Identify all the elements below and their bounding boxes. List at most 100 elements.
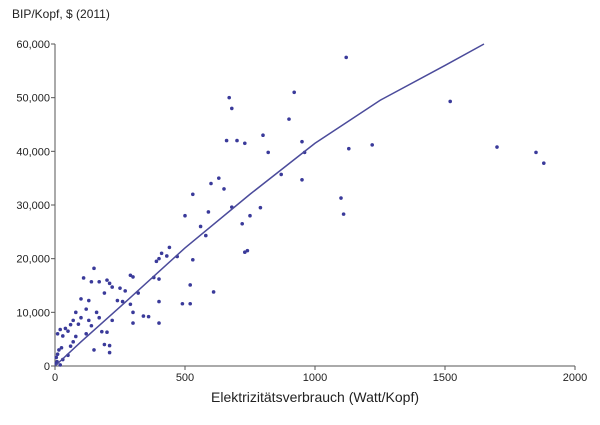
scatter-point bbox=[183, 213, 187, 218]
scatter-point bbox=[74, 310, 78, 315]
scatter-point bbox=[230, 106, 234, 111]
scatter-point bbox=[76, 322, 81, 326]
scatter-point bbox=[92, 266, 96, 271]
scatter-point bbox=[248, 213, 252, 218]
scatter-point bbox=[227, 95, 231, 100]
scatter-point bbox=[84, 332, 88, 336]
scatter-point bbox=[292, 90, 297, 95]
scatter-point bbox=[92, 348, 96, 352]
scatter-point bbox=[157, 256, 161, 261]
y-tick-label: 0 bbox=[44, 361, 50, 373]
scatter-point bbox=[157, 321, 161, 325]
scatter-point bbox=[217, 176, 221, 180]
y-axis-label: BIP/Kopf, $ (2011) bbox=[12, 7, 110, 21]
scatter-point bbox=[344, 55, 349, 60]
scatter-point bbox=[131, 275, 135, 279]
scatter-point bbox=[542, 161, 546, 165]
scatter-point bbox=[448, 99, 453, 104]
scatter-point bbox=[341, 212, 346, 216]
scatter-point bbox=[79, 315, 83, 320]
scatter-point bbox=[87, 318, 91, 323]
scatter-point bbox=[97, 315, 101, 320]
scatter-point bbox=[258, 205, 263, 210]
scatter-point bbox=[102, 342, 107, 347]
scatter-point bbox=[300, 139, 304, 144]
scatter-point bbox=[105, 330, 109, 334]
scatter-point bbox=[71, 340, 75, 344]
scatter-point bbox=[211, 290, 216, 294]
scatter-point bbox=[61, 334, 65, 338]
scatter-point bbox=[300, 177, 304, 182]
scatter-point bbox=[534, 150, 538, 155]
scatter-point bbox=[339, 196, 343, 200]
scatter-point bbox=[110, 318, 114, 323]
scatter-point bbox=[157, 299, 161, 304]
scatter-point bbox=[94, 310, 99, 315]
scatter-point bbox=[222, 187, 226, 191]
scatter-point bbox=[240, 221, 244, 226]
y-tick-label: 60,000 bbox=[16, 39, 50, 51]
scatter-point bbox=[157, 277, 161, 281]
scatter-point bbox=[128, 302, 133, 307]
scatter-point bbox=[100, 329, 104, 334]
scatter-point bbox=[118, 286, 122, 290]
scatter-point bbox=[120, 299, 125, 304]
y-tick-label: 50,000 bbox=[16, 93, 50, 105]
scatter-point bbox=[209, 181, 213, 186]
scatter-point bbox=[55, 352, 60, 356]
scatter-point bbox=[89, 279, 94, 284]
scatter-point bbox=[188, 301, 192, 306]
scatter-point bbox=[191, 257, 195, 262]
scatter-point bbox=[68, 322, 73, 327]
x-tick-label: 2000 bbox=[563, 372, 587, 384]
scatter-point bbox=[58, 327, 62, 332]
scatter-point bbox=[141, 314, 146, 318]
scatter-point bbox=[107, 343, 112, 348]
scatter-point bbox=[102, 291, 107, 295]
fit-line bbox=[54, 43, 485, 367]
scatter-point bbox=[66, 329, 70, 333]
scatter-point bbox=[97, 279, 101, 284]
scatter-point bbox=[198, 224, 203, 229]
scatter-point bbox=[243, 250, 247, 255]
scatter-point bbox=[58, 363, 62, 367]
scatter-point bbox=[235, 138, 239, 143]
scatter-point bbox=[115, 298, 120, 303]
scatter-point bbox=[370, 143, 375, 147]
scatter-point bbox=[206, 210, 211, 214]
x-tick-label: 500 bbox=[176, 372, 194, 384]
y-tick-label: 30,000 bbox=[16, 200, 50, 212]
scatter-point bbox=[105, 278, 109, 282]
scatter-point bbox=[110, 285, 114, 289]
scatter-point bbox=[204, 233, 208, 238]
y-tick-label: 10,000 bbox=[16, 307, 50, 319]
scatter-point bbox=[131, 321, 135, 325]
scatter-point bbox=[154, 259, 159, 264]
scatter-point bbox=[59, 345, 64, 350]
scatter-point bbox=[81, 276, 86, 280]
scatter-point bbox=[54, 355, 59, 360]
scatter-point bbox=[287, 117, 291, 121]
x-tick-label: 0 bbox=[52, 372, 58, 384]
scatter-point bbox=[243, 141, 247, 146]
scatter-point bbox=[131, 310, 135, 315]
scatter-point bbox=[84, 307, 88, 311]
x-tick-label: 1500 bbox=[433, 372, 457, 384]
x-axis-label: Elektrizitätsverbrauch (Watt/Kopf) bbox=[211, 389, 419, 405]
scatter-point bbox=[347, 146, 351, 151]
scatter-point bbox=[128, 273, 133, 278]
scatter-point bbox=[165, 254, 169, 258]
scatter-point bbox=[146, 314, 151, 319]
scatter-point bbox=[245, 248, 250, 253]
scatter-point bbox=[87, 298, 91, 303]
scatter-point bbox=[63, 326, 68, 331]
scatter-point bbox=[224, 138, 229, 143]
scatter-point bbox=[68, 344, 73, 348]
scatter-point bbox=[71, 318, 75, 323]
scatter-point bbox=[79, 297, 83, 301]
scatter-point bbox=[261, 133, 265, 138]
scatter-point bbox=[495, 145, 499, 149]
scatter-point bbox=[180, 301, 185, 306]
scatter-point bbox=[279, 172, 284, 177]
